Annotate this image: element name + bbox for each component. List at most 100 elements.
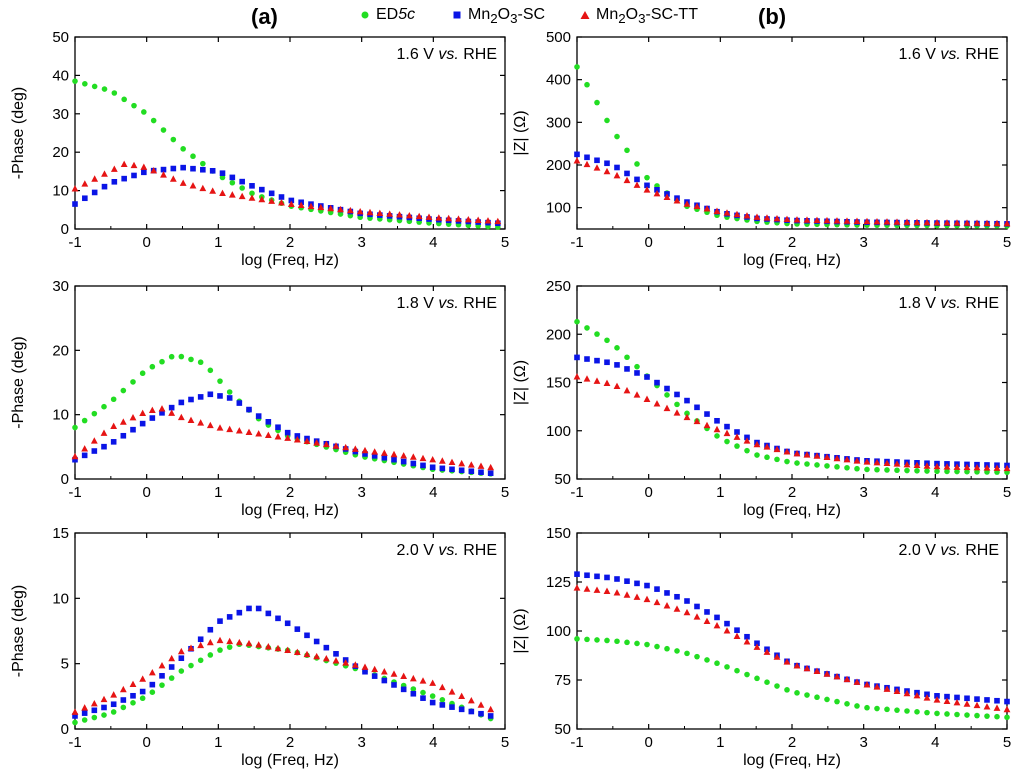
data-point (226, 637, 234, 645)
data-point (265, 419, 272, 425)
data-point (131, 102, 137, 109)
legend-label-o: O (497, 6, 511, 23)
data-point (337, 211, 344, 217)
data-point (703, 205, 711, 212)
data-point (72, 201, 78, 207)
data-point (229, 174, 236, 181)
figure-header: (a) (b) ED5c Mn2O3-SC Mn2O3-SC-TT (0, 0, 1024, 30)
data-point (259, 186, 265, 193)
data-point (853, 678, 861, 685)
y-tick-label: 0 (61, 471, 69, 488)
data-point (293, 436, 301, 443)
data-point (824, 463, 830, 469)
data-point (593, 164, 601, 171)
data-point (583, 585, 591, 592)
data-point (158, 661, 166, 669)
data-point (160, 171, 167, 178)
data-point (400, 452, 408, 459)
data-point (614, 576, 620, 582)
data-point (150, 166, 158, 174)
data-point (813, 667, 821, 674)
data-point (594, 637, 600, 643)
data-point (199, 184, 207, 192)
data-point (974, 469, 980, 475)
data-point (386, 210, 394, 217)
x-tick-label: -1 (570, 484, 583, 501)
data-point (149, 363, 156, 370)
data-point (274, 644, 282, 652)
y-tick-label: 0 (61, 721, 69, 738)
data-point (983, 703, 991, 710)
chart-title-ref: RHE (961, 46, 999, 63)
series-Mn2O3-SC (574, 354, 1010, 469)
data-point (934, 710, 940, 717)
data-point (734, 429, 740, 435)
data-point (674, 401, 680, 408)
legend-square-marker (453, 11, 461, 19)
data-point (361, 663, 369, 670)
data-point (714, 433, 720, 439)
data-point (794, 690, 800, 696)
data-point (322, 654, 330, 662)
data-point (574, 64, 580, 70)
data-point (694, 653, 700, 660)
data-point (129, 413, 137, 421)
data-point (313, 652, 321, 660)
data-point (467, 461, 475, 468)
x-tick-label: 2 (286, 234, 294, 251)
data-point (139, 370, 146, 377)
legend-label-sc-tt: -SC-TT (645, 6, 698, 23)
data-point (993, 704, 1001, 711)
data-point (120, 160, 128, 168)
y-axis-label: -Phase (deg) (10, 585, 27, 678)
data-point (724, 423, 730, 430)
data-point (168, 654, 176, 662)
data-point (178, 353, 185, 360)
data-point (604, 160, 610, 167)
data-point (643, 595, 651, 603)
data-point (313, 439, 321, 446)
data-point (429, 464, 436, 471)
data-point (833, 217, 841, 224)
data-point (653, 400, 661, 407)
data-point (246, 406, 252, 413)
data-point (468, 468, 475, 475)
data-point (410, 690, 417, 697)
data-point (246, 605, 252, 612)
data-point (226, 644, 233, 650)
x-axis-label: log (Freq, Hz) (241, 502, 339, 519)
data-point (644, 182, 650, 189)
data-point (823, 453, 831, 460)
data-point (914, 709, 920, 715)
data-point (624, 170, 630, 177)
data-point (189, 182, 197, 189)
data-point (783, 215, 791, 223)
data-point (477, 701, 485, 708)
x-tick-label: 3 (357, 734, 365, 751)
data-point (774, 456, 780, 463)
y-tick-label: 400 (546, 72, 571, 89)
data-point (854, 465, 860, 472)
data-point (933, 462, 941, 470)
data-point (197, 359, 204, 366)
data-point (893, 687, 901, 695)
data-point (614, 133, 620, 140)
data-point (120, 704, 127, 711)
data-point (188, 396, 194, 403)
data-point (834, 698, 840, 705)
data-point (148, 406, 156, 413)
x-tick-label: 5 (1003, 734, 1011, 751)
data-point (180, 146, 186, 152)
data-point (274, 433, 282, 440)
data-point (634, 363, 640, 370)
legend-entry-mn2o3-sc-tt: Mn2O3-SC-TT (580, 6, 698, 26)
data-point (297, 201, 305, 209)
data-point (623, 176, 631, 184)
data-point (249, 190, 255, 197)
y-tick-label: 10 (52, 183, 69, 200)
data-point (673, 197, 681, 204)
data-point (168, 675, 175, 681)
data-point (90, 437, 98, 444)
